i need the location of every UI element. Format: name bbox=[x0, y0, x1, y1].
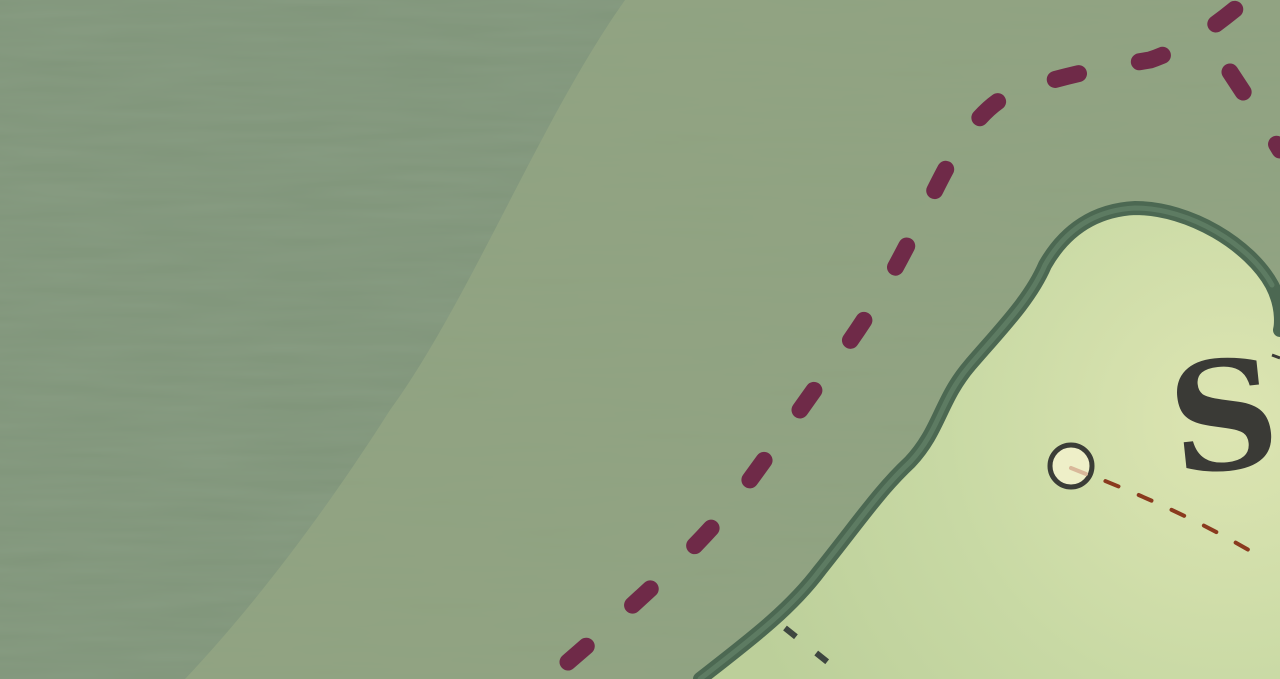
boat-route-branch bbox=[1221, 63, 1280, 159]
map-label: S bbox=[1161, 324, 1280, 510]
marker-trail bbox=[1070, 466, 1264, 560]
label-tick bbox=[1271, 353, 1280, 360]
location-marker-icon[interactable] bbox=[1047, 442, 1095, 490]
island-land bbox=[700, 208, 1280, 679]
land-trail bbox=[783, 625, 842, 675]
coastline-inner bbox=[697, 205, 1275, 679]
boat-route bbox=[559, 0, 1249, 671]
